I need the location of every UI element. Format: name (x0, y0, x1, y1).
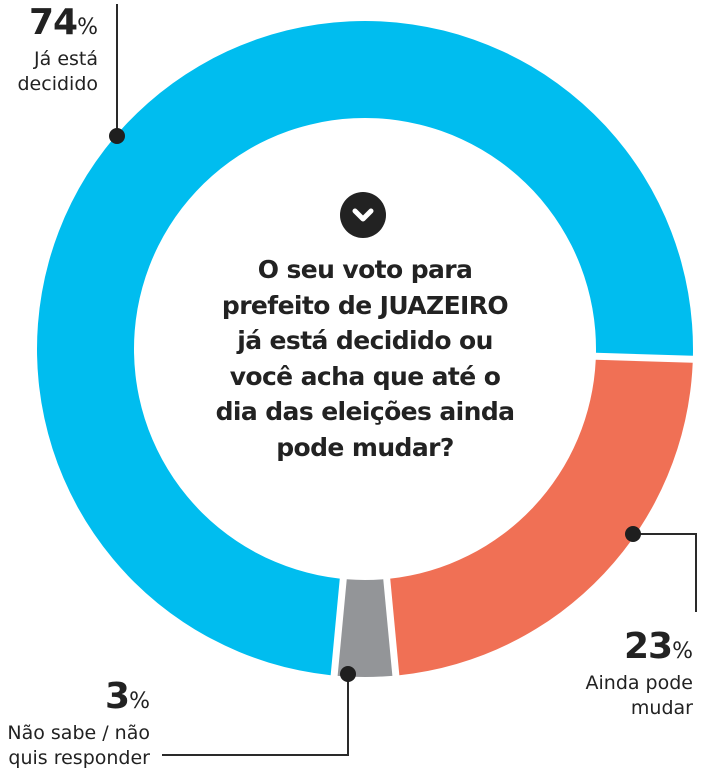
question-line: O seu voto para (257, 255, 473, 284)
label-decided: 74% Já está decidido (0, 2, 99, 97)
label-may-change: 23% Ainda pode mudar (553, 626, 694, 721)
question-line: você acha que até o (229, 361, 501, 391)
leader-dot-decided (109, 128, 125, 144)
label-desc: mudar (630, 697, 693, 719)
segment-unknown (337, 579, 393, 677)
percent-value: 23% (623, 626, 693, 667)
question-line: prefeito de JUAZEIRO (221, 290, 509, 320)
segment-may-change (390, 359, 693, 676)
label-desc: quis responder (8, 747, 150, 769)
label-desc: Não sabe / não (7, 722, 150, 744)
chevron-down-circle-icon (340, 192, 386, 238)
label-desc: decidido (17, 73, 99, 95)
leader-line-unknown (162, 674, 349, 756)
label-desc: Já está (34, 48, 98, 70)
segment-decided (37, 20, 694, 676)
question-line: dia das eleições ainda (215, 397, 515, 426)
chart-question: O seu voto para prefeito de JUAZEIRO já … (210, 252, 520, 465)
leader-dot-may-change (625, 526, 641, 542)
label-desc: Ainda pode (585, 672, 694, 694)
label-unknown: 3% Não sabe / não quis responder (0, 678, 150, 771)
question-line: já está decidido ou (237, 326, 493, 355)
percent-value: 3% (105, 676, 150, 717)
leader-dot-unknown (340, 666, 356, 682)
leader-line-may-change (633, 533, 697, 612)
percent-value: 74% (28, 2, 98, 43)
question-line: pode mudar? (276, 432, 454, 462)
